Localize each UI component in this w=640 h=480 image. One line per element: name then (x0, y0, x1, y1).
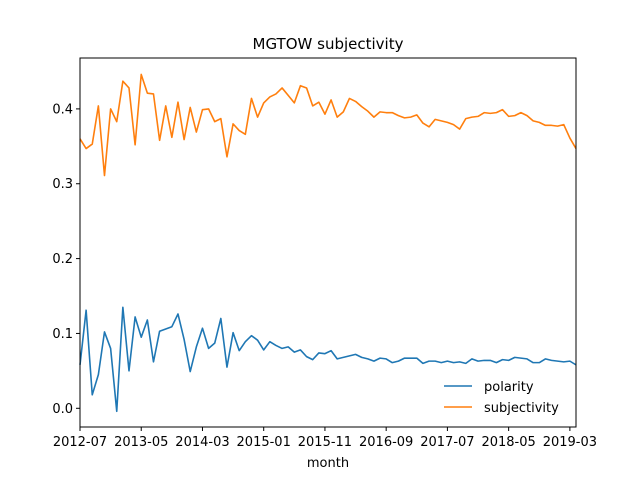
y-tick-label: 0.4 (52, 102, 73, 117)
x-tick-label: 2019-03 (543, 435, 597, 450)
legend-label-polarity: polarity (484, 380, 534, 395)
x-tick-label: 2018-05 (481, 435, 535, 450)
y-tick-label: 0.1 (52, 327, 73, 342)
series-line-subjectivity (79, 73, 577, 177)
legend-label-subjectivity: subjectivity (484, 401, 559, 416)
x-tick-label: 2016-09 (359, 435, 413, 450)
chart-title: MGTOW subjectivity (253, 35, 404, 53)
x-axis-ticks: 2012-07 2013-05 2014-03 2015-01 2015-11 2016-… (53, 427, 597, 450)
x-axis-label: month (307, 456, 349, 471)
x-tick-label: 2014-03 (175, 435, 229, 450)
axes-frame (79, 57, 577, 428)
y-tick-label: 0.3 (52, 177, 73, 192)
y-tick-label: 0.2 (52, 252, 73, 267)
x-tick-label: 2017-07 (420, 435, 474, 450)
x-tick-label: 2013-05 (114, 435, 168, 450)
series-line-polarity (79, 306, 577, 413)
legend: polarity subjectivity (444, 380, 559, 416)
series-lines (79, 73, 577, 413)
y-axis-ticks: 0.0 0.1 0.2 0.3 0.4 (52, 102, 80, 417)
x-tick-label: 2015-01 (237, 435, 291, 450)
y-tick-label: 0.0 (52, 402, 73, 417)
x-tick-label: 2012-07 (53, 435, 107, 450)
plot-area (79, 57, 577, 428)
x-tick-label: 2015-11 (298, 435, 352, 450)
